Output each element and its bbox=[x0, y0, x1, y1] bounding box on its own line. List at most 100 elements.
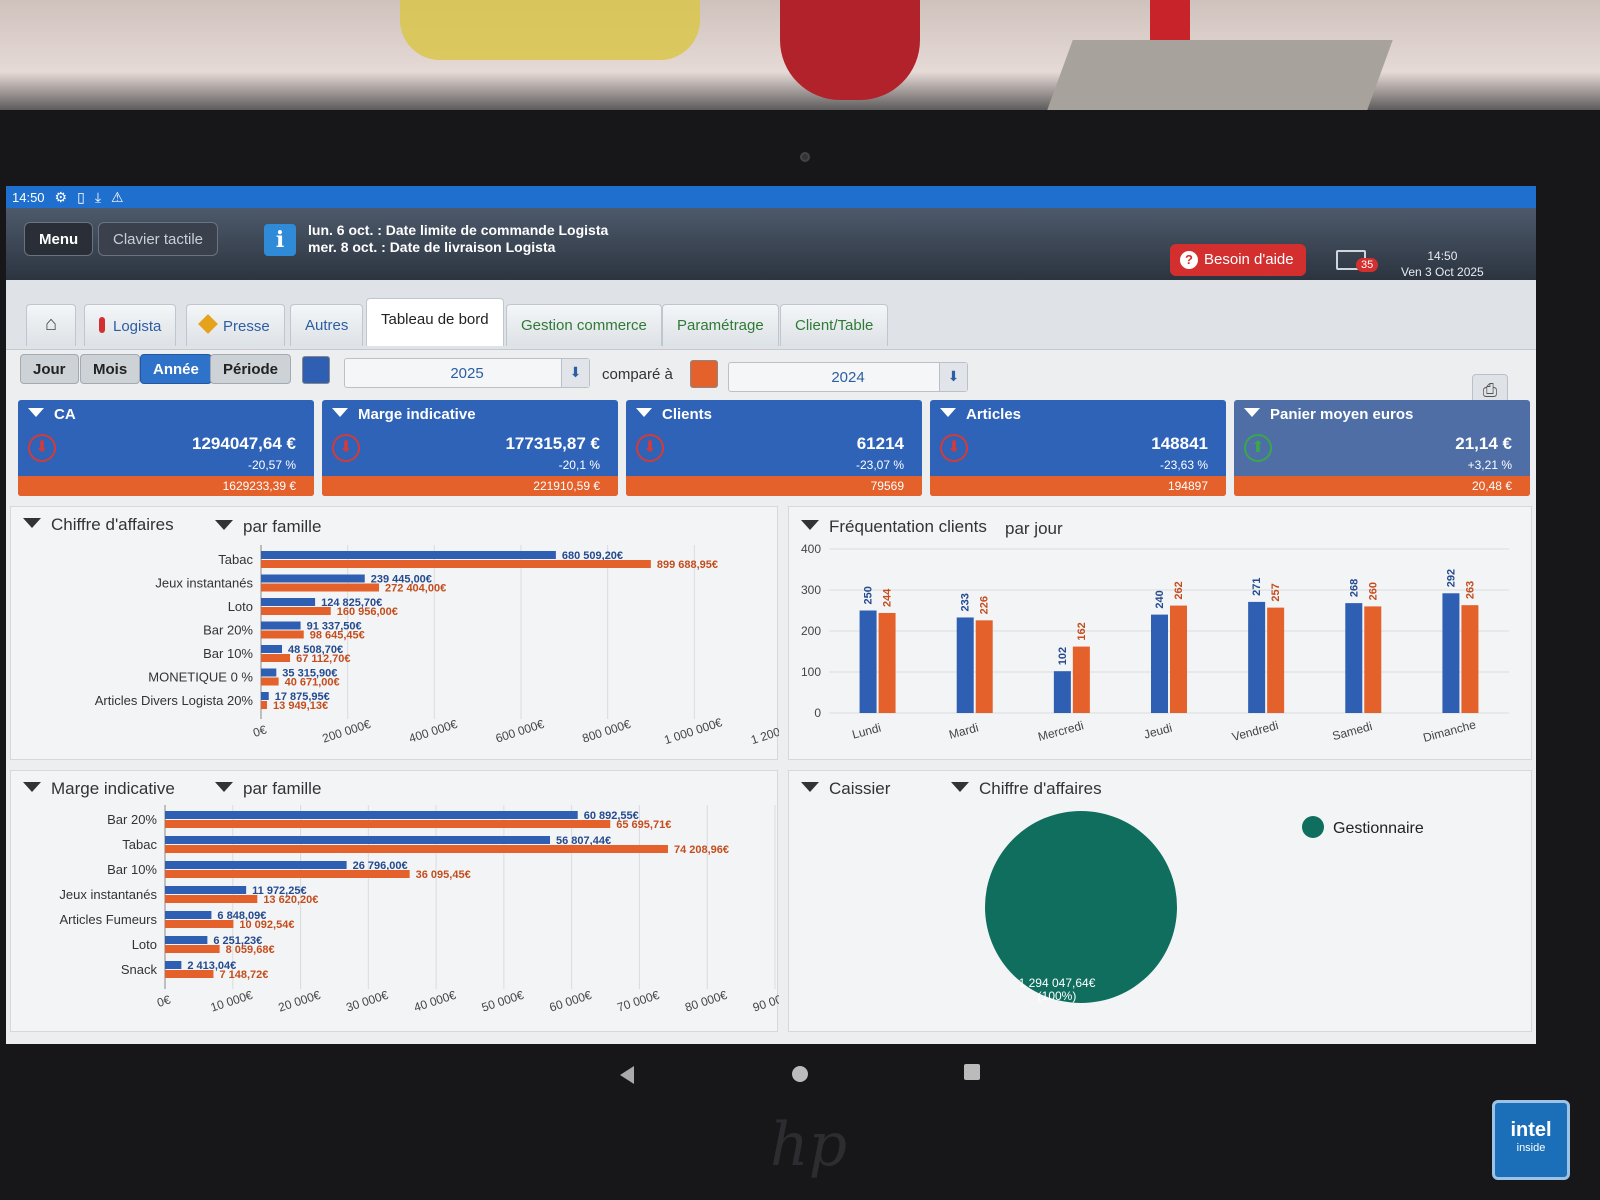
trend-down-icon: ⬇ bbox=[636, 434, 664, 462]
kpi-compare: 79569 bbox=[626, 476, 922, 496]
bar bbox=[165, 811, 578, 819]
category-label: MONETIQUE 0 % bbox=[148, 670, 253, 685]
bar bbox=[1053, 671, 1071, 713]
data-label: 36 095,45€ bbox=[416, 869, 471, 881]
android-status-bar: 14:50 ⚙ ▯ ⤓ ⚠ bbox=[6, 186, 1536, 208]
data-label: 262 bbox=[1173, 581, 1185, 599]
webcam bbox=[800, 152, 810, 162]
hp-logo: hp bbox=[770, 1110, 848, 1180]
dashboard-content: Jour Mois Année Période 2025 ⬇ comparé à … bbox=[6, 350, 1536, 1044]
panel-subtitle[interactable]: par famille bbox=[215, 517, 321, 537]
data-label: 26 796,00€ bbox=[353, 860, 408, 872]
tab-autres[interactable]: Autres bbox=[290, 304, 364, 346]
year-select[interactable]: 2025 ⬇ bbox=[344, 358, 590, 388]
data-label: 268 bbox=[1348, 579, 1360, 597]
period-mois-button[interactable]: Mois bbox=[80, 354, 141, 384]
data-label: 263 bbox=[1464, 581, 1476, 599]
panel-title[interactable]: Chiffre d'affaires bbox=[23, 515, 174, 535]
data-label: 260 bbox=[1367, 582, 1379, 600]
bar bbox=[261, 598, 316, 606]
download-icon: ⤓ bbox=[94, 188, 102, 205]
kpi-card-panier-moyen[interactable]: Panier moyen euros ⬆ 21,14 € +3,21 % 20,… bbox=[1234, 400, 1530, 496]
panel-subtitle[interactable]: Chiffre d'affaires bbox=[951, 779, 1102, 799]
chart-marge-par-famille: 0€ 10 000€ 20 000€ 30 000€ 40 000€ 50 000€ 60 … bbox=[59, 805, 779, 1015]
x-tick-label: Samedi bbox=[1331, 719, 1374, 743]
data-label: 899 688,95€ bbox=[657, 559, 718, 571]
data-label: 244 bbox=[882, 588, 894, 607]
home-circle-icon[interactable] bbox=[792, 1066, 808, 1082]
x-tick-label: Mardi bbox=[947, 720, 980, 741]
data-label: 6 848,09€ bbox=[217, 910, 266, 922]
tab-client-table[interactable]: Client/Table bbox=[780, 304, 889, 346]
kpi-compare: 194897 bbox=[930, 476, 1226, 496]
back-icon[interactable] bbox=[620, 1066, 634, 1084]
tab-home[interactable]: ⌂ bbox=[26, 304, 76, 346]
bar bbox=[165, 861, 347, 869]
data-label: 7 148,72€ bbox=[219, 969, 268, 981]
tab-label: Logista bbox=[113, 318, 162, 335]
y-tick-label: 400 bbox=[801, 542, 821, 556]
trend-down-icon: ⬇ bbox=[332, 434, 360, 462]
question-icon: ? bbox=[1180, 251, 1198, 269]
compare-year-select[interactable]: 2024 ⬇ bbox=[728, 362, 968, 392]
panel-title[interactable]: Marge indicative bbox=[23, 779, 175, 799]
period-jour-button[interactable]: Jour bbox=[20, 354, 79, 384]
period-annee-button[interactable]: Année bbox=[140, 354, 212, 384]
data-label: 102 bbox=[1057, 647, 1069, 665]
kpi-card-marge[interactable]: Marge indicative ⬇ 177315,87 € -20,1 % 2… bbox=[322, 400, 618, 496]
device-icon: ▯ bbox=[77, 188, 85, 205]
tab-logista[interactable]: Logista bbox=[84, 304, 177, 346]
x-tick-label: 90 000€ bbox=[751, 988, 779, 1015]
panel-subtitle[interactable]: par famille bbox=[215, 779, 321, 799]
panel-title[interactable]: Caissier bbox=[801, 779, 890, 799]
bar bbox=[261, 677, 279, 686]
tab-bar: ⌂ Logista Presse Autres Tableau de bord … bbox=[6, 280, 1536, 350]
current-color-swatch[interactable] bbox=[302, 356, 330, 384]
data-label: 226 bbox=[979, 596, 991, 614]
data-label: 67 112,70€ bbox=[296, 653, 350, 665]
bar bbox=[261, 668, 277, 677]
dropdown-arrow-icon[interactable]: ⬇ bbox=[561, 359, 589, 387]
dropdown-arrow-icon[interactable]: ⬇ bbox=[939, 363, 967, 391]
mail-icon[interactable]: 35 bbox=[1336, 250, 1379, 272]
bar bbox=[165, 945, 220, 953]
recent-apps-icon[interactable] bbox=[964, 1064, 980, 1080]
kpi-card-ca[interactable]: CA ⬇ 1294047,64 € -20,57 % 1629233,39 € bbox=[18, 400, 314, 496]
help-button[interactable]: ? Besoin d'aide bbox=[1170, 244, 1306, 276]
kpi-title: CA bbox=[28, 406, 76, 423]
tab-parametrage[interactable]: Paramétrage bbox=[662, 304, 779, 346]
bar bbox=[261, 630, 304, 639]
touch-keyboard-button[interactable]: Clavier tactile bbox=[98, 222, 219, 256]
x-tick-label: 200 000€ bbox=[320, 717, 372, 746]
chart-frequentation: 0 100 200 300 400 250 244 Lundi 233 226 Mardi 102 16… bbox=[801, 542, 1509, 745]
x-tick-label: 20 000€ bbox=[277, 988, 323, 1015]
y-tick-label: 0 bbox=[814, 706, 821, 720]
compare-color-swatch[interactable] bbox=[690, 360, 718, 388]
info-icon[interactable]: i bbox=[264, 224, 296, 256]
x-tick-label: 1 200 000€ bbox=[749, 715, 779, 747]
data-label: 10 092,54€ bbox=[239, 919, 294, 931]
bar bbox=[165, 911, 212, 919]
category-label: Tabac bbox=[218, 552, 253, 567]
period-periode-button[interactable]: Période bbox=[210, 354, 292, 384]
kpi-card-articles[interactable]: Articles ⬇ 148841 -23,63 % 194897 bbox=[930, 400, 1226, 496]
menu-button[interactable]: Menu bbox=[24, 222, 94, 256]
kpi-title: Marge indicative bbox=[332, 406, 476, 423]
pie-slice bbox=[985, 811, 1177, 1003]
panel-title[interactable]: Fréquentation clients bbox=[801, 517, 987, 537]
bar bbox=[261, 701, 268, 709]
tab-label: Paramétrage bbox=[677, 317, 764, 334]
tab-presse[interactable]: Presse bbox=[186, 304, 285, 346]
category-label: Bar 10% bbox=[203, 646, 253, 661]
data-label: 35 315,90€ bbox=[282, 668, 337, 680]
tab-tableau-de-bord[interactable]: Tableau de bord bbox=[366, 298, 504, 346]
bar bbox=[261, 560, 651, 568]
bar bbox=[878, 612, 896, 713]
tab-label: Presse bbox=[223, 318, 270, 335]
bar bbox=[261, 645, 283, 653]
kpi-value: 21,14 € bbox=[1455, 434, 1512, 453]
tab-gestion-commerce[interactable]: Gestion commerce bbox=[506, 304, 662, 346]
kpi-card-clients[interactable]: Clients ⬇ 61214 -23,07 % 79569 bbox=[626, 400, 922, 496]
home-icon: ⌂ bbox=[44, 313, 58, 335]
data-label: 8 059,68€ bbox=[226, 944, 275, 956]
